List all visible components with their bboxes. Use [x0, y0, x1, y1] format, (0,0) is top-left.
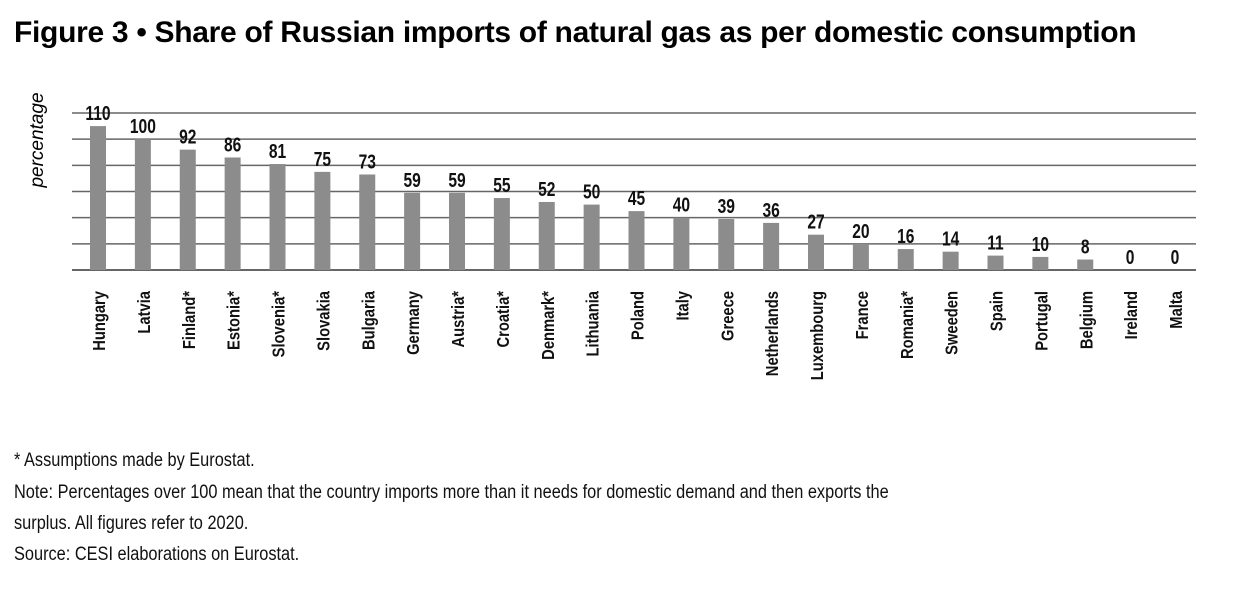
- data-label: 59: [403, 169, 420, 191]
- data-label: 86: [224, 134, 241, 156]
- category-label: Luxembourg: [808, 291, 828, 380]
- data-label: 27: [807, 211, 824, 233]
- data-label: 45: [628, 187, 645, 209]
- data-label: 8: [1081, 236, 1090, 258]
- bar: [134, 139, 151, 270]
- data-label: 55: [493, 174, 510, 196]
- data-label: 50: [583, 181, 600, 203]
- category-label: Croatia*: [494, 290, 514, 347]
- footnote-note-line2: surplus. All figures refer to 2020.: [14, 513, 249, 534]
- data-label: 52: [538, 178, 555, 200]
- footnote-assumptions: * Assumptions made by Eurostat.: [14, 450, 255, 471]
- category-label: Germany: [404, 290, 424, 355]
- data-label: 59: [448, 169, 465, 191]
- data-label: 75: [314, 148, 331, 170]
- data-label: 110: [85, 102, 110, 124]
- category-label: France: [853, 291, 873, 339]
- bar: [987, 255, 1004, 270]
- bar: [179, 149, 196, 270]
- bars: [90, 126, 1094, 270]
- bar: [90, 126, 106, 270]
- data-label: 14: [942, 228, 959, 250]
- category-label: Greece: [718, 291, 738, 341]
- category-label: Italy: [673, 290, 693, 320]
- category-label: Austria*: [449, 290, 469, 347]
- bar: [942, 251, 959, 270]
- bar: [852, 243, 869, 270]
- bar: [314, 171, 331, 270]
- data-label: 100: [130, 115, 156, 137]
- category-labels: Hungary Latvia Finland* Estonia* Slovenia* Sl…: [90, 290, 1187, 380]
- category-label: Latvia: [135, 290, 155, 333]
- category-label: Finland*: [179, 290, 199, 349]
- data-label: 81: [269, 140, 286, 162]
- data-label: 40: [673, 194, 690, 216]
- bar: [269, 164, 286, 270]
- data-label: 11: [987, 232, 1004, 254]
- category-label: Belgium: [1077, 291, 1097, 349]
- data-label: 10: [1032, 233, 1049, 255]
- bar: [808, 234, 824, 270]
- data-label: 0: [1126, 246, 1135, 268]
- category-label: Slovakia: [314, 290, 334, 351]
- bar: [449, 192, 465, 270]
- category-label: Ireland: [1122, 291, 1142, 339]
- category-label: Estonia*: [224, 290, 244, 350]
- bar: [224, 157, 241, 270]
- bar: [359, 174, 376, 270]
- y-axis-label: percentage: [27, 92, 48, 188]
- category-label: Slovenia*: [269, 290, 289, 357]
- category-label: Sweeden: [942, 291, 962, 355]
- category-label: Poland: [628, 291, 648, 340]
- data-label: 16: [897, 225, 914, 247]
- bar: [718, 218, 735, 270]
- data-label: 92: [179, 126, 196, 148]
- footnote-source: Source: CESI elaborations on Eurostat.: [14, 544, 300, 565]
- category-label: Bulgaria: [359, 290, 379, 350]
- bar: [628, 211, 645, 270]
- footnote-note-line1: Note: Percentages over 100 mean that the…: [14, 482, 889, 503]
- data-label: 73: [359, 151, 376, 173]
- bar: [1077, 259, 1094, 270]
- bar: [583, 204, 600, 270]
- bar: [897, 249, 914, 270]
- bar: [404, 192, 421, 270]
- bar: [673, 217, 690, 270]
- category-label: Portugal: [1032, 291, 1052, 351]
- data-label: 0: [1171, 246, 1180, 268]
- data-label: 39: [718, 195, 735, 217]
- data-label: 20: [852, 220, 869, 242]
- category-label: Spain: [987, 291, 1007, 331]
- bar: [493, 198, 510, 270]
- category-label: Lithuania: [583, 290, 603, 356]
- category-label: Netherlands: [763, 291, 783, 376]
- data-label: 36: [762, 199, 779, 221]
- bar: [763, 222, 780, 270]
- category-label: Hungary: [90, 290, 110, 351]
- category-label: Denmark*: [538, 290, 558, 359]
- category-label: Romania*: [897, 290, 917, 359]
- figure-title: Figure 3 • Share of Russian imports of n…: [14, 16, 1137, 49]
- bar: [1032, 256, 1049, 270]
- bar: [538, 201, 555, 270]
- category-label: Malta: [1167, 290, 1187, 328]
